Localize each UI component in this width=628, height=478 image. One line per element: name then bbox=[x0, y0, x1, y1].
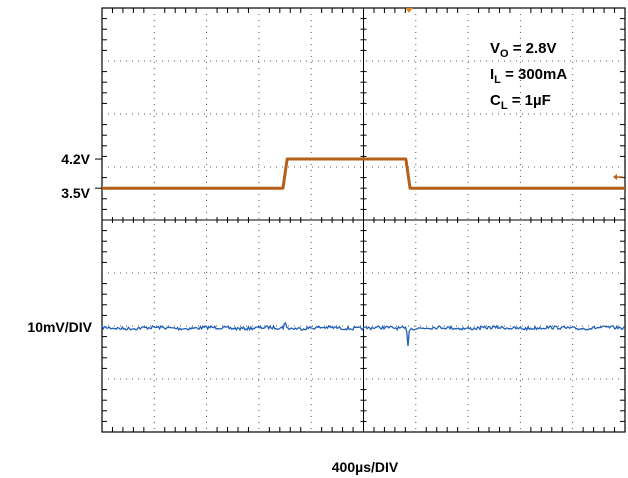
input-low-label: 3.5V bbox=[61, 185, 90, 201]
input-voltage-trace bbox=[102, 157, 625, 190]
condition-text: IL = 300mA bbox=[490, 66, 567, 86]
condition-value: = 1µF bbox=[508, 92, 551, 109]
condition-value: = 2.8V bbox=[509, 40, 557, 57]
output-scale-label: 10mV/DIV bbox=[27, 319, 92, 335]
condition-text: CL = 1µF bbox=[490, 92, 551, 112]
time-scale-label: 400µs/DIV bbox=[332, 459, 399, 475]
condition-subscript: L bbox=[501, 100, 508, 112]
channel-arrow-icon bbox=[613, 174, 617, 181]
condition-text: VO = 2.8V bbox=[490, 40, 557, 60]
condition-subscript: O bbox=[500, 48, 509, 60]
input-high-label: 4.2V bbox=[61, 151, 90, 167]
condition-symbol: C bbox=[490, 92, 501, 109]
labels: 4.2V 3.5V 10mV/DIV 400µs/DIV bbox=[27, 151, 398, 475]
condition-symbol: I bbox=[490, 66, 494, 83]
condition-symbol: V bbox=[490, 40, 500, 57]
traces bbox=[95, 8, 625, 347]
output-voltage-trace bbox=[101, 322, 625, 347]
graticule bbox=[101, 7, 626, 433]
condition-value: = 300mA bbox=[501, 66, 567, 83]
condition-subscript: L bbox=[494, 74, 501, 86]
trigger-marker-icon bbox=[405, 8, 413, 13]
